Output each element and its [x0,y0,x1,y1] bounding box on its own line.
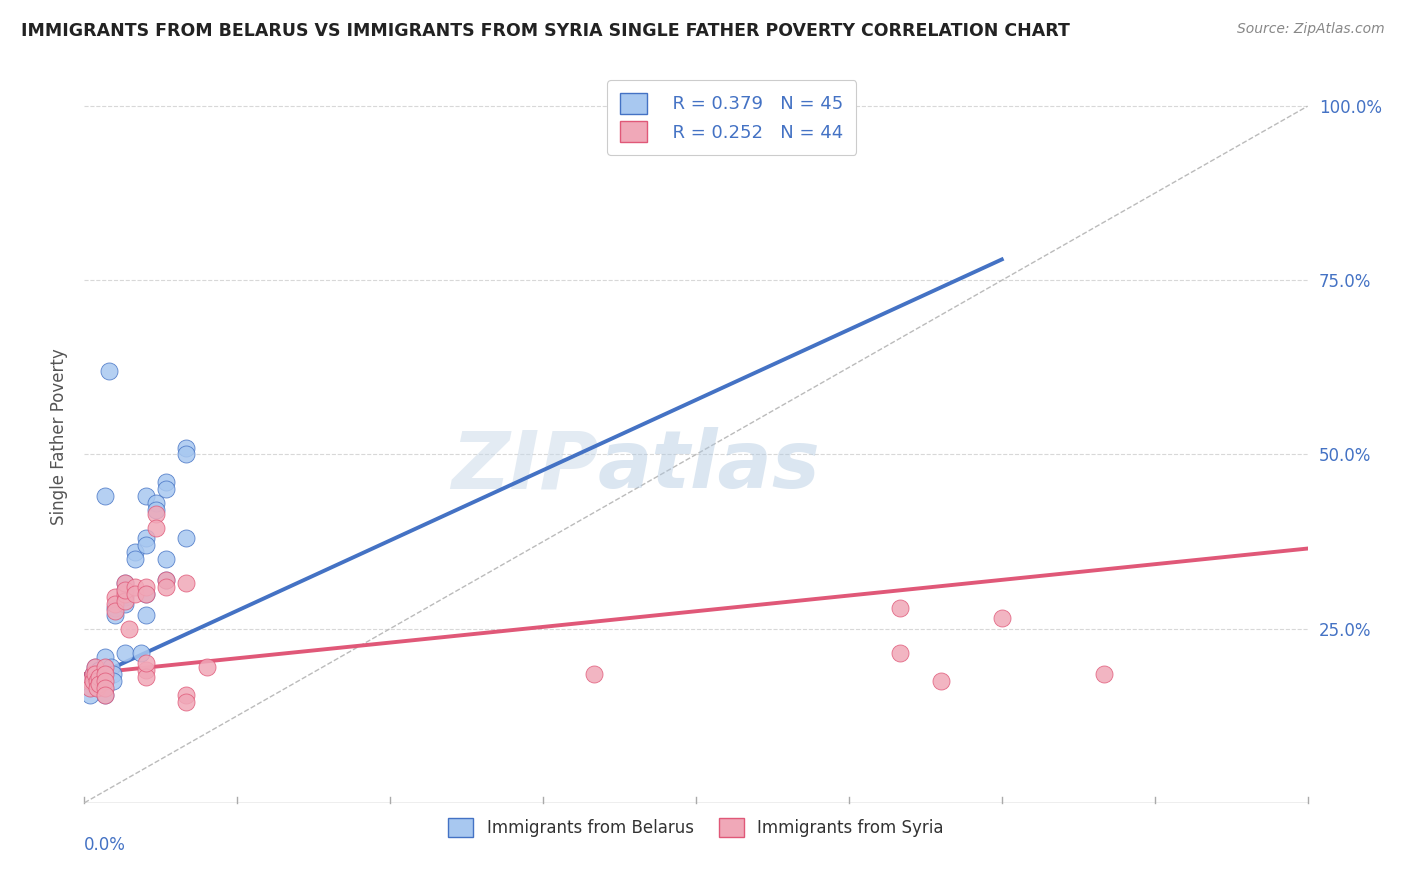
Point [86,673,108,688]
Point [79,688,101,702]
Point [145,507,167,521]
Point [195,660,218,674]
Point [93,660,117,674]
Point [93,688,117,702]
Point [135,531,157,545]
Point [583,667,606,681]
Point [82,673,104,688]
Text: ZIP: ZIP [451,427,598,506]
Point [176,531,198,545]
Point [83,673,105,688]
Point [176,688,198,702]
Point [83,660,105,674]
Point [176,576,198,591]
Point [889,600,911,615]
Point [82,667,104,681]
Point [155,573,177,587]
Point [104,591,127,605]
Point [86,681,108,695]
Text: Source: ZipAtlas.com: Source: ZipAtlas.com [1237,22,1385,37]
Point [114,597,136,611]
Legend: Immigrants from Belarus, Immigrants from Syria: Immigrants from Belarus, Immigrants from… [440,810,952,846]
Point [86,677,108,691]
Point [135,607,157,622]
Point [155,475,177,490]
Point [93,681,117,695]
Point [79,681,101,695]
Point [145,496,167,510]
Point [929,673,952,688]
Point [79,673,101,688]
Point [114,583,136,598]
Point [100,660,122,674]
Point [93,649,117,664]
Point [118,622,141,636]
Text: IMMIGRANTS FROM BELARUS VS IMMIGRANTS FROM SYRIA SINGLE FATHER POVERTY CORRELATI: IMMIGRANTS FROM BELARUS VS IMMIGRANTS FR… [21,22,1070,40]
Point [83,667,105,681]
Point [124,545,146,559]
Point [155,483,177,497]
Point [93,681,117,695]
Point [114,587,136,601]
Point [124,552,146,566]
Point [101,673,124,688]
Point [155,552,177,566]
Y-axis label: Single Father Poverty: Single Father Poverty [51,349,69,525]
Point [83,667,105,681]
Point [87,670,110,684]
Point [114,591,136,605]
Point [135,587,157,601]
Point [135,580,157,594]
Point [93,489,117,503]
Text: 0.0%: 0.0% [84,836,127,854]
Point [176,441,198,455]
Point [135,670,157,684]
Point [82,667,104,681]
Point [135,489,157,503]
Point [124,587,146,601]
Point [145,503,167,517]
Point [83,660,105,674]
Point [991,611,1014,625]
Point [93,667,117,681]
Point [86,670,108,684]
Point [135,657,157,671]
Point [124,580,146,594]
Point [93,667,117,681]
Point [176,695,198,709]
Point [135,538,157,552]
Point [889,646,911,660]
Point [155,580,177,594]
Point [104,597,127,611]
Point [114,576,136,591]
Point [114,594,136,608]
Point [135,664,157,678]
Point [104,600,127,615]
Point [114,583,136,598]
Point [104,607,127,622]
Point [93,660,117,674]
Point [1092,667,1115,681]
Point [114,576,136,591]
Point [87,664,110,678]
Point [79,673,101,688]
Point [79,681,101,695]
Point [93,688,117,702]
Text: atlas: atlas [598,427,821,506]
Point [104,604,127,618]
Point [82,673,104,688]
Point [97,364,120,378]
Point [114,646,136,660]
Point [87,677,110,691]
Point [135,587,157,601]
Point [93,673,117,688]
Point [176,448,198,462]
Point [155,573,177,587]
Point [131,646,153,660]
Point [101,667,124,681]
Point [145,521,167,535]
